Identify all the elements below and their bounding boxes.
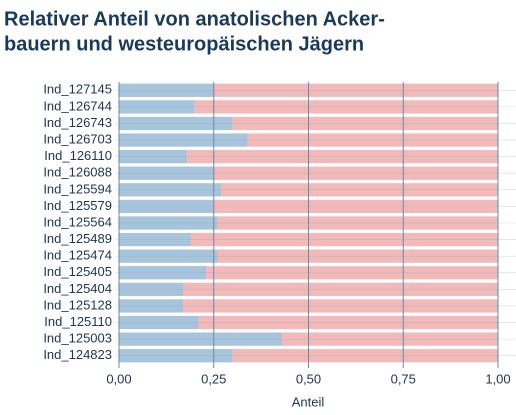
y-tick-label: Ind_125474 [43,248,112,263]
bar-segment [213,199,498,214]
bar-segment [217,249,499,263]
bar-segment [119,133,248,147]
bar-segment [232,116,498,131]
x-tick-label: 0,25 [201,371,226,386]
bar-segment [119,266,207,280]
y-tick-label: Ind_126110 [44,148,112,163]
bar-segment [119,216,218,230]
bar-segment [213,83,498,97]
bar-segment [194,100,499,114]
chart-title: bauern und westeuropäischen Jägern [4,33,364,55]
bar-segment [119,282,184,296]
y-tick-label: Ind_125405 [43,264,112,279]
chart-title: Relativer Anteil von anatolischen Acker- [4,8,385,30]
bar-segment [119,150,188,164]
y-tick-label: Ind_125489 [43,231,112,246]
y-tick-label: Ind_127145 [43,82,112,97]
bar-segment [191,232,498,247]
y-tick-label: Ind_125564 [43,214,112,229]
bar-segment [119,349,233,363]
bar-segment [119,100,195,114]
bar-segment [119,166,214,180]
y-tick-label: Ind_126743 [43,115,112,130]
bar-segment [213,166,498,180]
bar-segment [119,116,233,131]
bar-segment [119,299,184,313]
y-tick-label: Ind_125594 [43,181,112,196]
bar-segment [232,349,498,363]
y-tick-label: Ind_125404 [43,281,112,296]
y-tick-label: Ind_125110 [44,314,112,329]
x-tick-label: 0,75 [391,371,416,386]
bar-segment [119,83,214,97]
bar-segment [187,150,498,164]
bar-segment [119,332,282,346]
x-axis-label: Anteil [292,394,325,409]
bar-segment [119,315,199,330]
x-tick-label: 0,00 [106,371,131,386]
y-tick-label: Ind_126744 [43,98,112,113]
bar-segment [119,183,222,197]
bar-segment [281,332,498,346]
bar-segment [247,133,498,147]
y-tick-label: Ind_125128 [43,297,112,312]
bar-segment [119,249,218,263]
bar-segment [183,282,498,296]
y-tick-label: Ind_126703 [43,131,112,146]
bar-segment [119,232,192,247]
y-tick-label: Ind_124823 [43,347,112,362]
bar-segment [206,266,499,280]
y-tick-label: Ind_125003 [43,331,112,346]
y-tick-label: Ind_126088 [43,165,112,180]
bar-segment [221,183,498,197]
bar-segment [119,199,214,214]
bar-segment [217,216,499,230]
x-tick-label: 1,00 [485,371,510,386]
bar-segment [198,315,498,330]
y-tick-label: Ind_125579 [43,198,112,213]
x-tick-label: 0,50 [296,371,321,386]
bar-segment [183,299,498,313]
